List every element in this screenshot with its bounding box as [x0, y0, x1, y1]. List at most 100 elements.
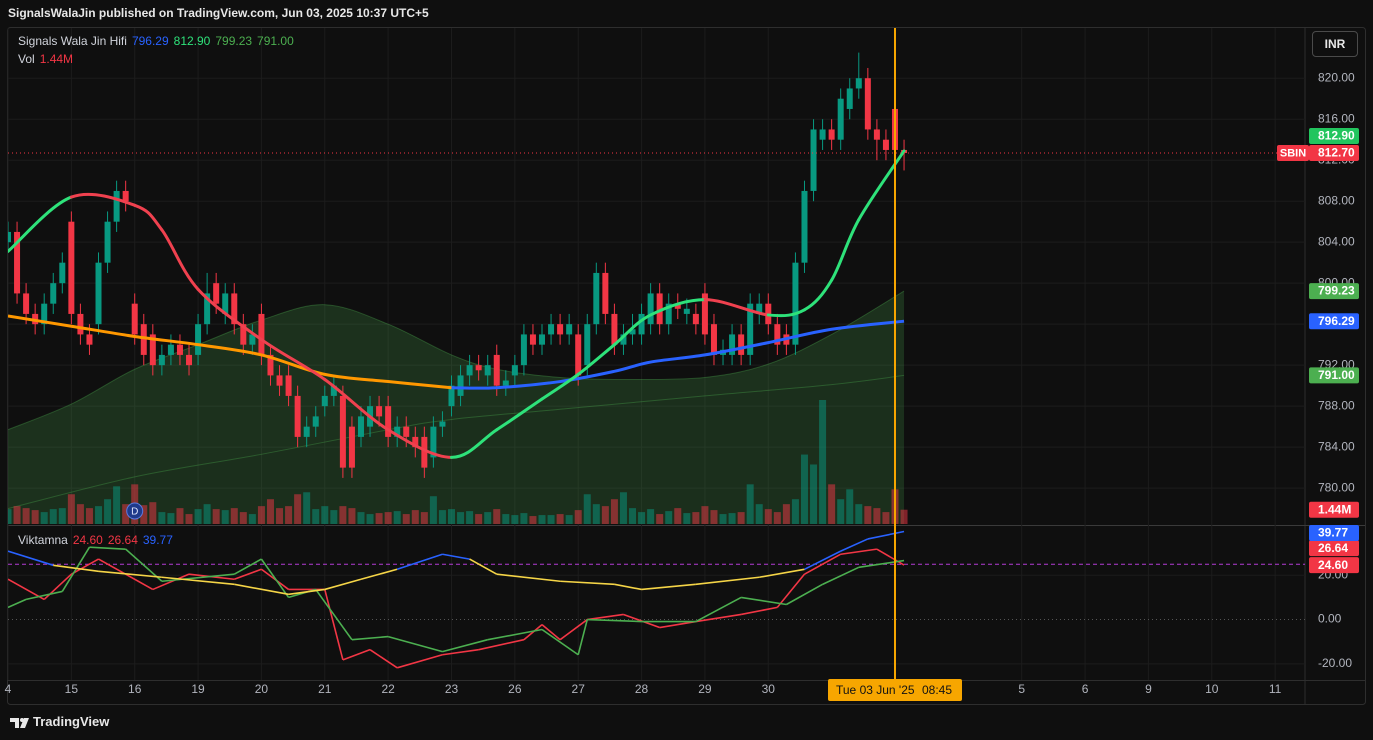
- candle-body: [665, 303, 672, 325]
- volume-bar: [140, 505, 148, 524]
- x-tick-label: 19: [191, 682, 205, 696]
- indicator-segment: [523, 624, 543, 641]
- volume-bar: [257, 506, 265, 524]
- volume-bar: [846, 489, 854, 524]
- candle-body: [855, 78, 862, 89]
- publish-header: SignalsWalaJin published on TradingView.…: [8, 6, 429, 20]
- volume-bar: [592, 504, 600, 524]
- x-tick-label: 16: [128, 682, 142, 696]
- candle-body: [457, 375, 464, 396]
- candle-body: [204, 293, 211, 325]
- x-tick-label: 26: [508, 682, 522, 696]
- volume-bar: [701, 506, 709, 524]
- volume-bar: [683, 513, 691, 524]
- indicator-segment: [559, 618, 588, 641]
- volume-bar: [212, 509, 220, 524]
- indicator-segment: [25, 590, 63, 601]
- volume-bar: [800, 454, 808, 524]
- candle-body: [122, 190, 129, 202]
- indicator-segment: [233, 558, 262, 575]
- indicator-segment: [776, 573, 806, 608]
- volume-bar: [755, 504, 763, 524]
- volume-bar: [728, 513, 736, 524]
- candle-body: [801, 190, 808, 263]
- candle-body: [520, 334, 527, 366]
- legend-value: 26.64: [107, 533, 138, 547]
- indicator-segment: [496, 573, 561, 583]
- volume-bar: [864, 506, 872, 524]
- candle-body: [529, 334, 536, 345]
- volume-bar: [619, 492, 627, 524]
- indicator-legend: Viktamna 24.60 26.64 39.77: [18, 533, 178, 547]
- candle-body: [593, 272, 600, 325]
- candle-body: [149, 334, 156, 366]
- fast-ma-segment: [386, 428, 453, 459]
- volume-bar: [828, 484, 836, 524]
- candle-body: [339, 395, 346, 468]
- volume-bar: [339, 506, 347, 524]
- currency-button[interactable]: INR: [1312, 31, 1358, 57]
- candle-body: [620, 334, 627, 345]
- volume-bar: [230, 508, 238, 524]
- y-tick-label: 788.00: [1318, 398, 1355, 412]
- volume-bar: [773, 512, 781, 524]
- legend-title: Viktamna: [18, 533, 68, 547]
- candle-body: [656, 293, 663, 325]
- crosshair-date: Tue 03 Jun '25: [836, 683, 915, 697]
- candle-body: [475, 365, 482, 371]
- volume-bar: [185, 514, 193, 524]
- volume-bar: [158, 512, 166, 524]
- volume-bar: [85, 508, 93, 524]
- indicator-segment: [369, 649, 398, 669]
- volume-bar: [8, 509, 12, 524]
- legend-value: 24.60: [72, 533, 103, 547]
- band-lower-label-box: [1309, 367, 1359, 384]
- candle-body: [502, 380, 509, 386]
- volume-bar: [656, 514, 664, 524]
- volume-bar: [122, 504, 130, 524]
- candle-body: [837, 98, 844, 140]
- candle-body: [575, 334, 582, 376]
- indicator-segment: [442, 648, 479, 656]
- volume-bar: [104, 499, 112, 524]
- fast-ma-segment: [766, 308, 806, 318]
- indicator-segment: [785, 583, 823, 606]
- fast-ma-segment: [196, 287, 263, 342]
- candle-body: [240, 324, 247, 345]
- crosshair-time: 08:45: [922, 683, 952, 697]
- indicator-segment: [587, 613, 624, 621]
- volume-bar: [67, 494, 75, 524]
- candle-body: [819, 129, 826, 140]
- indicator-segment: [469, 558, 498, 575]
- candle-body: [321, 395, 328, 407]
- volume-bar: [719, 514, 727, 524]
- volume-bar: [782, 504, 790, 524]
- legend-value: 39.77: [142, 533, 173, 547]
- volume-bar: [484, 512, 492, 524]
- slow-ma-line: [451, 319, 905, 390]
- price-legend: Signals Wala Jin Hifi 796.29 812.90 799.23 7…: [18, 34, 299, 48]
- candle-body: [158, 354, 165, 366]
- fast-ma-segment: [857, 149, 906, 222]
- candle-body: [511, 365, 518, 376]
- candle-body: [747, 303, 754, 355]
- candle-body: [683, 308, 690, 314]
- legend-value: 799.23: [215, 34, 253, 48]
- indicator-segment: [360, 568, 398, 581]
- indicator-segment: [442, 638, 488, 653]
- indicator-segment: [70, 558, 99, 575]
- volume-label: 1.44M: [1318, 502, 1351, 516]
- fast-ma-segment: [703, 298, 770, 317]
- volume-bar: [438, 510, 446, 524]
- x-tick-label: 9: [1145, 682, 1152, 696]
- candle-body: [385, 406, 392, 437]
- fast-ma-segment: [133, 203, 164, 232]
- volume-bar: [583, 494, 591, 524]
- slow-ma-label-box: [1309, 313, 1359, 330]
- indicator-segment: [53, 564, 99, 573]
- volume-bar: [565, 515, 573, 524]
- indicator-segment: [234, 583, 289, 596]
- indicator-segment: [740, 606, 778, 616]
- candle-body: [50, 283, 57, 304]
